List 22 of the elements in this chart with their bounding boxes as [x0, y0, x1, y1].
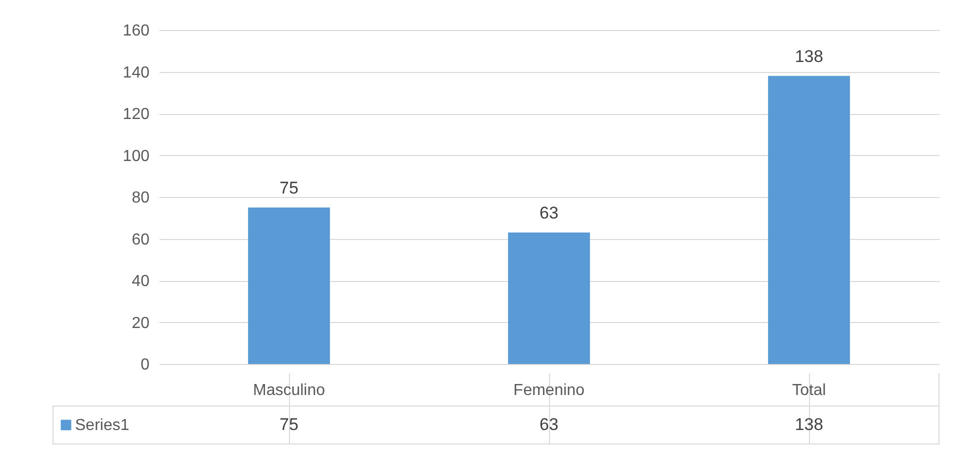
y-tick-label: 120 — [122, 106, 150, 123]
bar — [768, 76, 850, 364]
y-tick-label: 0 — [140, 356, 150, 374]
x-tick-label: Total — [792, 382, 826, 399]
bar — [508, 232, 590, 364]
y-tick-label: 20 — [132, 314, 150, 332]
x-tick-label: Femenino — [513, 382, 585, 399]
text: 63 — [540, 203, 558, 222]
text: 138 — [794, 46, 824, 66]
data-label: 138 — [794, 415, 824, 434]
y-tick-label: 100 — [122, 148, 150, 165]
data-label: 63 — [540, 415, 558, 434]
y-tick-label: 80 — [132, 190, 150, 206]
y-tick-label: 60 — [132, 231, 150, 248]
x-tick-label: Masculino — [252, 382, 326, 399]
text: 75 — [280, 178, 298, 198]
y-tick-label: 160 — [122, 22, 150, 40]
y-tick-label: 140 — [122, 64, 150, 82]
bar — [248, 207, 330, 364]
y-tick-label: 40 — [132, 273, 150, 290]
data-label: 75 — [280, 415, 298, 434]
legend-label: Series1 — [75, 417, 130, 434]
